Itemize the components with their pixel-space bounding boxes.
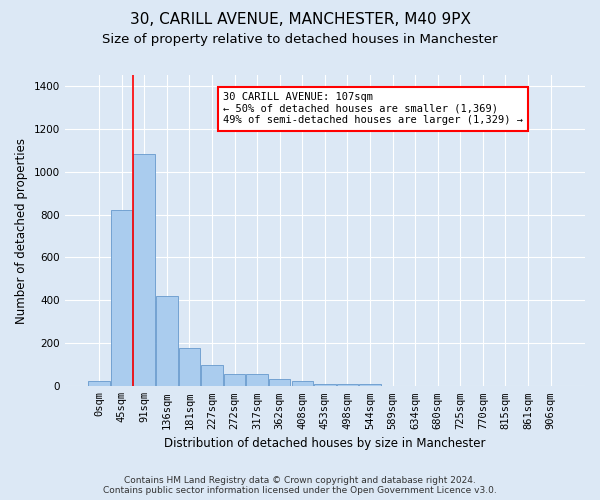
Bar xyxy=(247,374,268,386)
Bar xyxy=(292,381,313,386)
Bar xyxy=(133,154,155,386)
Bar xyxy=(337,384,358,386)
Bar xyxy=(156,296,178,386)
Text: Contains HM Land Registry data © Crown copyright and database right 2024.
Contai: Contains HM Land Registry data © Crown c… xyxy=(103,476,497,495)
Y-axis label: Number of detached properties: Number of detached properties xyxy=(15,138,28,324)
Bar xyxy=(359,384,381,386)
Text: 30 CARILL AVENUE: 107sqm
← 50% of detached houses are smaller (1,369)
49% of sem: 30 CARILL AVENUE: 107sqm ← 50% of detach… xyxy=(223,92,523,126)
Bar xyxy=(224,374,245,386)
Bar xyxy=(88,381,110,386)
Text: 30, CARILL AVENUE, MANCHESTER, M40 9PX: 30, CARILL AVENUE, MANCHESTER, M40 9PX xyxy=(130,12,470,28)
Bar xyxy=(111,210,133,386)
Bar xyxy=(201,365,223,386)
Bar xyxy=(314,384,335,386)
Text: Size of property relative to detached houses in Manchester: Size of property relative to detached ho… xyxy=(102,32,498,46)
Bar xyxy=(269,379,290,386)
X-axis label: Distribution of detached houses by size in Manchester: Distribution of detached houses by size … xyxy=(164,437,485,450)
Bar xyxy=(179,348,200,387)
